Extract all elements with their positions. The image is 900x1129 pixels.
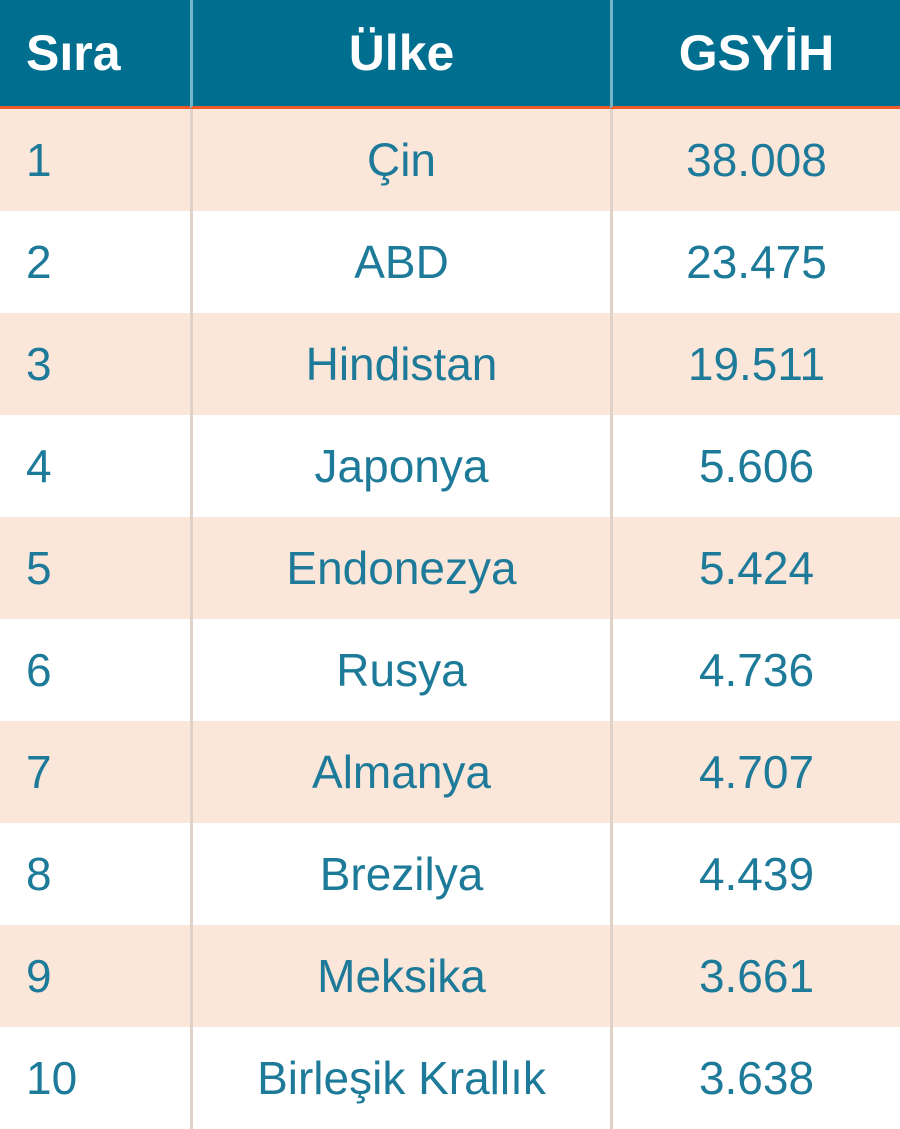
cell-country: Meksika bbox=[190, 925, 610, 1027]
cell-gdp: 3.638 bbox=[610, 1027, 900, 1129]
header-cell-rank: Sıra bbox=[0, 0, 190, 109]
cell-rank: 5 bbox=[0, 517, 190, 619]
cell-gdp: 38.008 bbox=[610, 109, 900, 211]
header-cell-gdp: GSYİH bbox=[610, 0, 900, 109]
cell-rank: 1 bbox=[0, 109, 190, 211]
cell-rank: 10 bbox=[0, 1027, 190, 1129]
cell-rank: 4 bbox=[0, 415, 190, 517]
cell-gdp: 4.736 bbox=[610, 619, 900, 721]
table-row: 9Meksika3.661 bbox=[0, 925, 900, 1027]
table-row: 2ABD23.475 bbox=[0, 211, 900, 313]
cell-rank: 2 bbox=[0, 211, 190, 313]
cell-rank: 8 bbox=[0, 823, 190, 925]
table-row: 5Endonezya5.424 bbox=[0, 517, 900, 619]
cell-country: Almanya bbox=[190, 721, 610, 823]
gdp-ranking-table: Sıra Ülke GSYİH 1Çin38.0082ABD23.4753Hin… bbox=[0, 0, 900, 1129]
cell-gdp: 5.424 bbox=[610, 517, 900, 619]
cell-rank: 6 bbox=[0, 619, 190, 721]
table: Sıra Ülke GSYİH 1Çin38.0082ABD23.4753Hin… bbox=[0, 0, 900, 1129]
cell-country: Endonezya bbox=[190, 517, 610, 619]
cell-country: ABD bbox=[190, 211, 610, 313]
cell-country: Japonya bbox=[190, 415, 610, 517]
table-row: 1Çin38.008 bbox=[0, 109, 900, 211]
table-header: Sıra Ülke GSYİH bbox=[0, 0, 900, 109]
table-body: 1Çin38.0082ABD23.4753Hindistan19.5114Jap… bbox=[0, 109, 900, 1129]
cell-gdp: 4.707 bbox=[610, 721, 900, 823]
cell-country: Hindistan bbox=[190, 313, 610, 415]
cell-rank: 7 bbox=[0, 721, 190, 823]
cell-rank: 9 bbox=[0, 925, 190, 1027]
cell-rank: 3 bbox=[0, 313, 190, 415]
table-row: 6Rusya4.736 bbox=[0, 619, 900, 721]
cell-gdp: 4.439 bbox=[610, 823, 900, 925]
table-row: 4Japonya5.606 bbox=[0, 415, 900, 517]
cell-country: Rusya bbox=[190, 619, 610, 721]
cell-gdp: 5.606 bbox=[610, 415, 900, 517]
header-row: Sıra Ülke GSYİH bbox=[0, 0, 900, 109]
table-row: 7Almanya4.707 bbox=[0, 721, 900, 823]
cell-gdp: 19.511 bbox=[610, 313, 900, 415]
cell-country: Birleşik Krallık bbox=[190, 1027, 610, 1129]
table-row: 3Hindistan19.511 bbox=[0, 313, 900, 415]
cell-country: Çin bbox=[190, 109, 610, 211]
cell-country: Brezilya bbox=[190, 823, 610, 925]
header-cell-country: Ülke bbox=[190, 0, 610, 109]
table-row: 10Birleşik Krallık3.638 bbox=[0, 1027, 900, 1129]
cell-gdp: 3.661 bbox=[610, 925, 900, 1027]
table-row: 8Brezilya4.439 bbox=[0, 823, 900, 925]
cell-gdp: 23.475 bbox=[610, 211, 900, 313]
